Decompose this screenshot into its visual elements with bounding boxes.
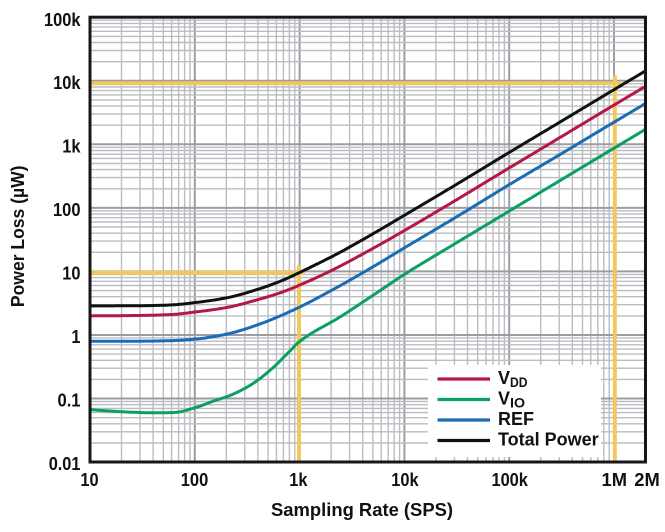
svg-text:1: 1 bbox=[71, 327, 80, 347]
svg-text:0.01: 0.01 bbox=[49, 454, 81, 474]
svg-text:1k: 1k bbox=[62, 136, 81, 156]
svg-text:10k: 10k bbox=[391, 470, 419, 490]
svg-text:1M: 1M bbox=[602, 470, 628, 490]
svg-text:Sampling Rate (SPS): Sampling Rate (SPS) bbox=[271, 499, 453, 520]
svg-text:1k: 1k bbox=[289, 470, 308, 490]
svg-text:10k: 10k bbox=[53, 73, 81, 93]
svg-text:10: 10 bbox=[62, 263, 80, 283]
svg-text:VDD: VDD bbox=[498, 368, 528, 390]
svg-text:100: 100 bbox=[181, 470, 209, 490]
svg-text:REF: REF bbox=[498, 409, 534, 429]
svg-text:Total Power: Total Power bbox=[498, 430, 599, 450]
svg-text:Power Loss (µW): Power Loss (µW) bbox=[7, 166, 28, 308]
svg-text:10: 10 bbox=[80, 470, 98, 490]
svg-text:0.1: 0.1 bbox=[58, 391, 81, 411]
svg-text:100: 100 bbox=[53, 200, 81, 220]
svg-text:2M: 2M bbox=[634, 470, 660, 490]
svg-text:100k: 100k bbox=[491, 470, 528, 490]
svg-text:100k: 100k bbox=[44, 10, 81, 30]
svg-text:VIO: VIO bbox=[498, 389, 525, 411]
